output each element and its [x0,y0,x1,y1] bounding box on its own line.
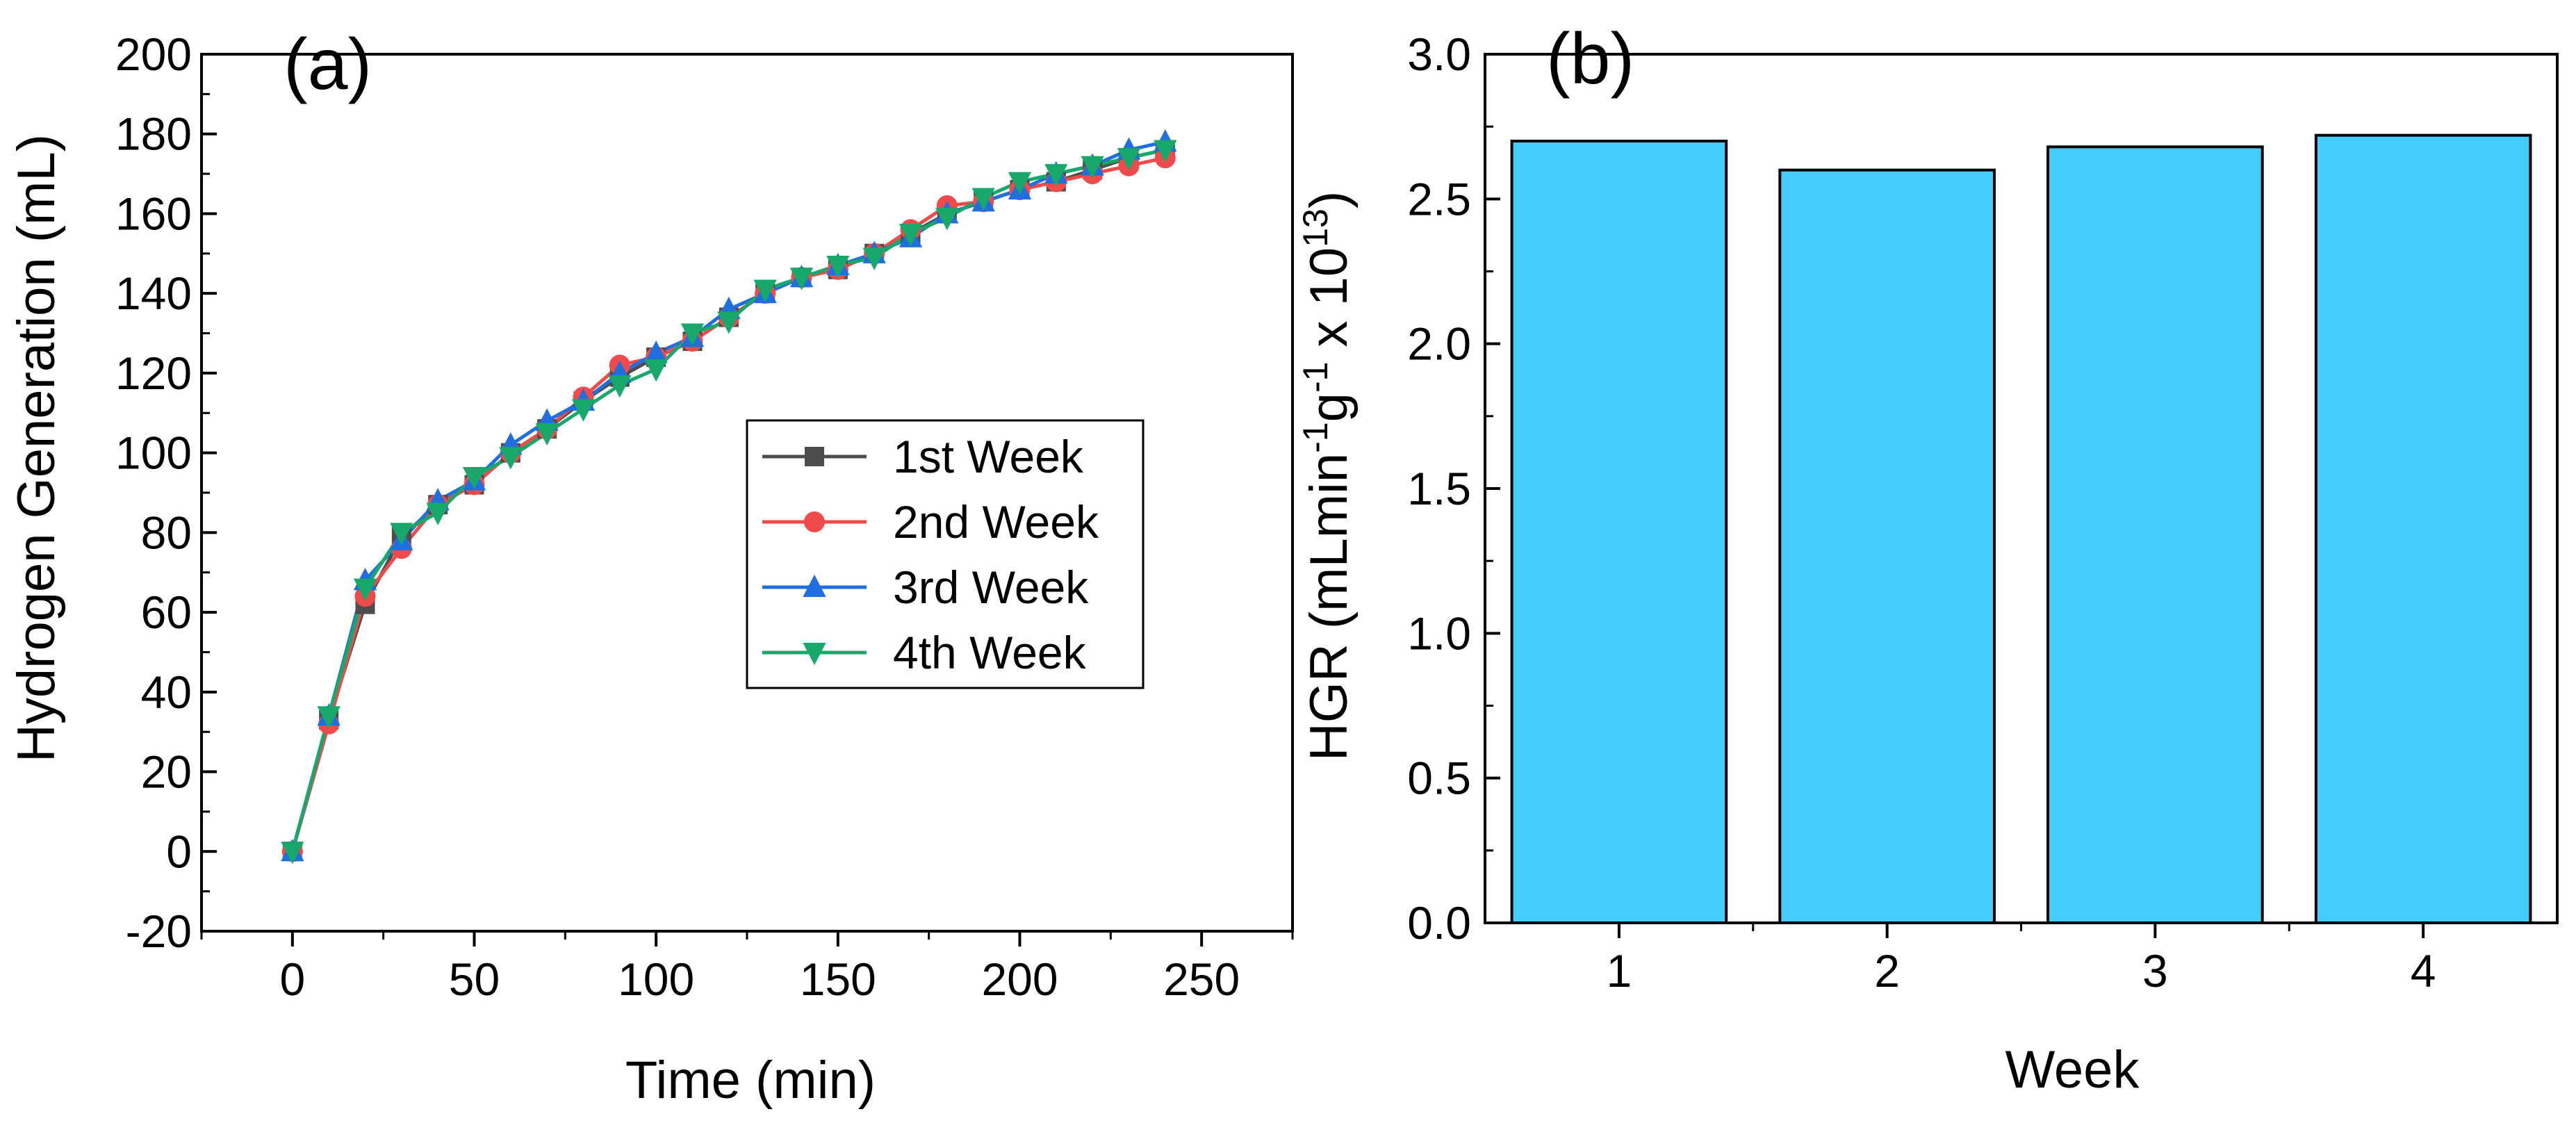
y-tick-label: 160 [115,188,192,239]
data-point [805,447,824,466]
data-point [317,706,341,729]
y-tick-label: 120 [115,347,192,399]
panel-label: (a) [284,24,372,105]
x-tick-label: 0 [279,953,305,1005]
data-point [499,447,523,470]
x-tick-label: 1 [1607,945,1632,997]
y-tick-label: 3.0 [1407,28,1471,80]
data-point [608,375,632,398]
data-point [862,247,886,270]
data-point [789,268,814,290]
x-axis-ticks: 1 2 3 4 [1607,923,2436,997]
bar [2046,145,2264,924]
x-axis-title: Week [2005,1040,2140,1099]
bars [1510,133,2532,925]
y-title-sup: 13 [1296,208,1335,247]
x-axis-ticks: 0 50 100 150 200 250 [200,931,1294,1005]
panel-label: (b) [1546,19,1634,99]
x-tick-label: 50 [449,953,500,1005]
x-tick-label: 200 [981,953,1058,1005]
data-point [899,224,923,247]
data-point [971,188,995,211]
data-point [353,578,377,601]
y-title-sup: -1 [1296,422,1335,452]
legend: 1st Week 2nd Week 3rd Week 4th Week [746,419,1145,689]
data-point [426,502,450,525]
x-tick-label: 4 [2411,945,2436,997]
legend-label: 1st Week [893,431,1084,482]
y-axis-ticks: 0.0 0.5 1.0 1.5 2.0 2.5 3.0 [1407,28,1500,949]
y-tick-label: -20 [126,905,192,957]
data-point [1117,148,1141,171]
data-point [1044,164,1068,187]
line-chart-panel: -20 0 20 40 60 80 100 120 140 160 180 200 0 50 100 150… [7,24,1294,1110]
data-point [1081,156,1104,179]
data-point [717,311,741,334]
y-title-sup: -1 [1296,362,1335,393]
y-tick-label: 20 [141,746,192,798]
data-point [571,399,596,422]
data-point [1008,172,1032,195]
y-tick-label: 80 [141,507,192,558]
y-tick-label: 1.0 [1407,607,1471,659]
y-tick-label: 200 [115,28,192,80]
y-tick-label: 140 [115,268,192,319]
y-tick-label: 180 [115,108,192,160]
x-tick-label: 150 [800,953,876,1005]
y-title-part: x 10 [1299,247,1359,362]
y-tick-label: 100 [115,427,192,479]
data-point [804,511,825,532]
data-point [644,359,668,382]
y-tick-label: 0.0 [1407,897,1471,949]
y-axis-ticks: -20 0 20 40 60 80 100 120 140 160 180 200 [115,28,217,957]
y-tick-label: 1.5 [1407,463,1471,514]
bar [1510,140,1728,924]
y-title-part: g [1299,393,1359,422]
legend-label: 2nd Week [893,496,1099,548]
legend-label: 4th Week [893,627,1087,678]
bar-chart-panel: 0.0 0.5 1.0 1.5 2.0 2.5 3.0 1 2 3 4 (b) Week HGR … [1296,19,2559,1099]
y-tick-label: 60 [141,587,192,638]
y-axis-title: HGR (mLmin-1g-1 x 1013) [1296,191,1359,761]
data-point [390,523,413,546]
data-point [535,423,559,446]
data-point [1154,140,1177,163]
x-tick-label: 100 [618,953,694,1005]
x-tick-label: 2 [1874,945,1900,997]
x-axis-title: Time (min) [625,1051,876,1110]
data-point [680,323,705,346]
y-title-part: HGR (mLmin [1299,453,1359,761]
plot-frame [200,53,1294,933]
legend-label: 3rd Week [893,562,1089,613]
data-point [462,467,486,490]
bar [1778,168,1996,925]
data-point [753,279,777,302]
data-point [803,643,826,666]
bar [2314,133,2532,925]
data-point [935,208,959,231]
series-markers [281,129,1177,864]
x-tick-label: 3 [2142,945,2168,997]
y-tick-label: 0 [166,826,192,877]
data-point [281,842,304,864]
y-axis-title: Hydrogen Generation (mL) [7,134,66,762]
data-point [803,574,826,597]
y-tick-label: 0.5 [1407,753,1471,804]
y-tick-label: 2.5 [1407,173,1471,224]
y-title-part: ) [1299,191,1359,208]
x-tick-label: 250 [1163,953,1240,1005]
y-tick-label: 2.0 [1407,318,1471,370]
plot-frame [1484,53,2559,924]
data-point [826,256,850,279]
y-tick-label: 40 [141,666,192,718]
